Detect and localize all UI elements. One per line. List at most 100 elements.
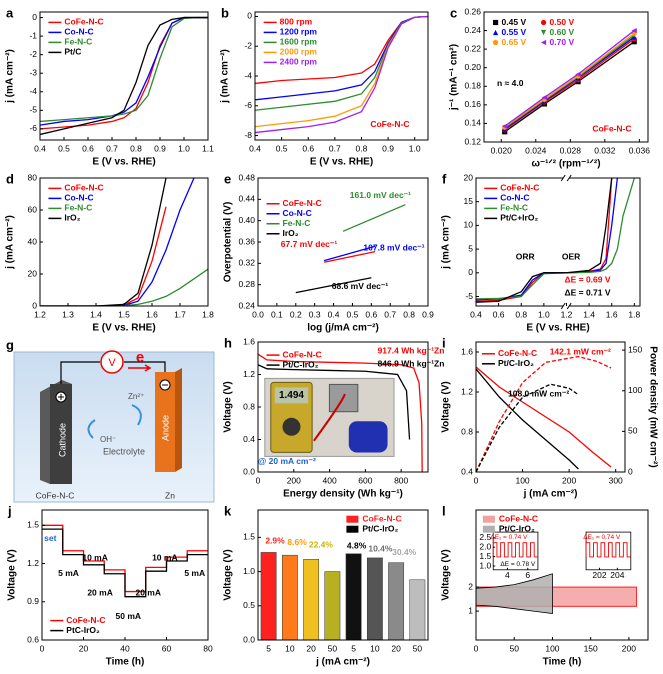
data-line [476, 383, 579, 472]
x-tick-label: 0 [474, 643, 479, 653]
y-tick-label: 0.22 [464, 43, 481, 53]
y-tick-label: -2 [244, 40, 252, 50]
anode-side [175, 368, 182, 472]
legend-label: PtC-IrO₂ [66, 625, 100, 635]
x-tick-label: 150 [584, 643, 598, 653]
x-axis-label: Time (h) [106, 657, 145, 668]
legend-swatch [482, 515, 495, 523]
x-tick-label: 80 [203, 643, 213, 653]
anode-material: Zn [165, 490, 175, 500]
x-tick-label: 0.7 [384, 309, 396, 319]
annotation: n ≈ 4.0 [497, 78, 524, 88]
bar [345, 553, 362, 640]
plot-area [260, 552, 426, 640]
y-tick-label: 1.5 [27, 520, 39, 530]
annotation: 917.4 Wh kg⁻¹Zn [378, 345, 445, 355]
x-tick-label: 40 [120, 643, 130, 653]
data-line [476, 366, 612, 468]
panel: i 0 100 200 300 0.4 0.8 1.2 1.6 0 50 100 150 j (mA cm… [441, 335, 659, 499]
y-tick-label: 0.18 [464, 81, 481, 91]
data-line [504, 32, 635, 128]
panel-letter: h [224, 335, 232, 350]
y-tick-label: 1.0 [243, 566, 255, 576]
legend-label: 0.45 V [502, 17, 527, 27]
inset-x-tick-label: 6 [525, 570, 530, 580]
x-tick-label: 10 [370, 643, 380, 653]
y-tick-label: 1.2 [243, 369, 255, 379]
inset-y-tick-label: 1.0 [479, 560, 491, 570]
x-tick-label: 0.020 [491, 145, 513, 155]
data-line [504, 30, 635, 127]
annotation: 108.0 mW cm⁻² [508, 388, 569, 398]
wire [60, 361, 166, 384]
y2-axis-label: Power density (mW cm⁻²) [647, 346, 658, 467]
plot-frame [39, 11, 209, 141]
inset-annotation: ΔE₁ = 0.74 V [583, 534, 621, 541]
y-tick-label: -4 [29, 86, 37, 96]
y2-tick-label: 150 [628, 344, 642, 354]
panel-letter: k [224, 503, 232, 518]
y-tick-label: -3 [29, 67, 37, 77]
data-line [476, 368, 579, 470]
plot-frame [257, 509, 429, 641]
x-tick-label: 50 [509, 643, 519, 653]
y2-tick-label: 50 [628, 426, 638, 436]
x-axis-label: E (V vs. RHE) [310, 157, 373, 168]
x-tick-label: 0.3 [309, 309, 321, 319]
legend-swatch [346, 515, 359, 523]
legend-label: CoFe-N-C [66, 615, 105, 625]
legend-marker [540, 19, 547, 26]
y-axis-label: Voltage (V) [223, 549, 234, 600]
data-line [258, 364, 411, 440]
x-tick-label: 300 [609, 475, 623, 485]
y-tick-label: 0.12 [464, 136, 481, 146]
y-tick-label: -6 [29, 123, 37, 133]
y-tick-label: -8 [244, 130, 252, 140]
x-tick-label: 0.7 [329, 143, 341, 153]
probe-cables [313, 393, 346, 442]
y-axis-label: Voltage (V) [7, 549, 18, 600]
inset-y-tick-label: 1.5 [479, 551, 491, 561]
annotation: CoFe-N-C [592, 123, 631, 133]
data-line [295, 277, 372, 294]
y-tick-label: -2 [29, 49, 37, 59]
panel-letter: f [442, 171, 447, 186]
y-tick-label: 0.40 [238, 215, 255, 225]
x-tick-label: 0 [256, 475, 261, 485]
x-tick-label: 5 [266, 643, 271, 653]
y-tick-label: 0 [32, 12, 37, 22]
plot-area [40, 16, 208, 136]
annotation: 5 mA [184, 568, 205, 578]
x-tick-label: 5 [351, 643, 356, 653]
x-tick-label: 200 [287, 475, 301, 485]
x-tick-label: 50 [328, 643, 338, 653]
annotation: 4.8% [347, 541, 367, 551]
inset-y-tick-label: 2.0 [479, 541, 491, 551]
plot-area [258, 353, 423, 472]
voltmeter-label: V [108, 357, 116, 369]
x-tick-label: 0.8 [356, 143, 368, 153]
x-tick-label: 60 [162, 643, 172, 653]
x-tick-label: 1.4 [90, 309, 102, 319]
x-axis-label: ω⁻¹ᐟ² (rpm⁻¹ᐟ²) [531, 159, 600, 170]
x-tick-label: 0.8 [515, 309, 527, 319]
y-tick-label: 0.26 [464, 6, 481, 16]
annotation: OER [562, 252, 580, 262]
panel: e 0.0 0.1 0.2 0.3 0.4 0.5 0.6 0.7 0.8 0.9 0.24 0.28 0… [223, 171, 435, 333]
x-tick-label: 1.6 [606, 309, 618, 319]
y-axis-label: Voltage (V) [441, 549, 452, 600]
cathode-side [40, 380, 72, 484]
bar [260, 552, 277, 640]
data-line [504, 41, 635, 133]
annotation: 20 mA [87, 587, 113, 597]
y-tick-label: 1.6 [461, 346, 473, 356]
y-tick-label: 1.5 [243, 532, 255, 542]
legend-label: Pt/C+IrO₂ [500, 213, 538, 223]
legend-label: Pt/C-IrO₂ [362, 523, 398, 533]
y-tick-label: 0.9 [27, 596, 39, 606]
y-tick-label: 0.48 [238, 172, 255, 182]
meter-reading: 1.494 [279, 390, 304, 401]
y-axis-label: j⁻¹ (mA⁻¹ cm²) [449, 44, 460, 111]
legend-label: 1600 rpm [280, 37, 318, 47]
x-tick-label: 0.6 [302, 143, 314, 153]
